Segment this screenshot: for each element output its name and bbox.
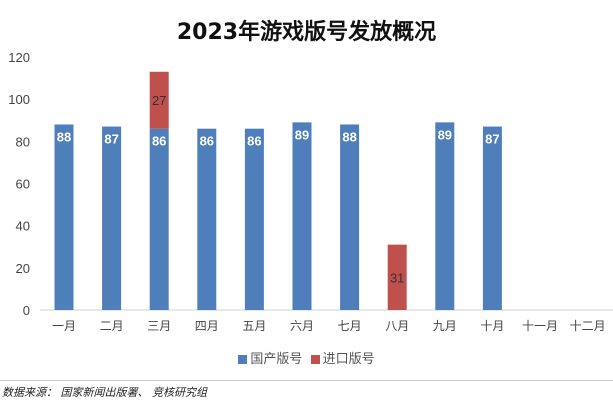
bar-domestic <box>149 128 169 310</box>
legend: 国产版号 进口版号 <box>0 348 613 367</box>
y-tick-label: 120 <box>8 50 30 65</box>
x-tick-label: 一月 <box>52 319 76 333</box>
y-tick-label: 80 <box>16 134 30 149</box>
data-label: 89 <box>295 127 309 142</box>
chart-title: 2023年游戏版号发放概况 <box>176 20 437 45</box>
x-tick-label: 六月 <box>290 319 314 333</box>
bar-chart: 0 20 40 60 80 100 120 一月 二月 三月 四月 五月 六月 七月 八月 九月 十月 十一月 十二… <box>8 50 613 333</box>
bar-domestic <box>54 124 74 310</box>
bar-domestic <box>435 122 455 310</box>
bar-import <box>149 71 169 129</box>
bar-domestic <box>197 128 217 310</box>
divider <box>0 380 613 381</box>
y-tick-label: 20 <box>16 261 30 276</box>
x-tick-label: 十月 <box>480 319 504 333</box>
legend-label-domestic: 国产版号 <box>250 352 303 367</box>
x-tick-label: 五月 <box>242 319 266 333</box>
bar-domestic <box>482 126 502 310</box>
data-label: 86 <box>152 134 166 149</box>
data-label: 87 <box>104 132 118 147</box>
y-tick-label: 0 <box>23 303 30 318</box>
data-label: 27 <box>152 93 166 108</box>
x-tick-label: 三月 <box>147 319 171 333</box>
legend-swatch-import <box>310 355 320 364</box>
data-label: 88 <box>342 129 356 144</box>
x-tick-label: 四月 <box>195 319 219 333</box>
data-label: 89 <box>438 127 452 142</box>
y-tick-label: 60 <box>16 177 30 192</box>
y-tick-label: 40 <box>16 219 30 234</box>
legend-item-import: 进口版号 <box>310 352 375 367</box>
x-tick-label: 十一月 <box>522 319 558 333</box>
data-label: 87 <box>485 132 499 147</box>
bar-domestic <box>292 122 312 310</box>
x-tick-label: 十二月 <box>570 319 606 333</box>
bar-domestic <box>102 126 122 310</box>
x-tick-label: 七月 <box>338 319 362 333</box>
legend-label-import: 进口版号 <box>322 352 375 367</box>
legend-item-domestic: 国产版号 <box>238 352 302 367</box>
x-tick-label: 九月 <box>433 319 457 333</box>
x-tick-label: 二月 <box>100 319 124 333</box>
source-note: 数据来源： 国家新闻出版署、 竞核研究组 <box>2 386 207 399</box>
data-label: 88 <box>57 129 71 144</box>
legend-swatch-domestic <box>238 355 248 364</box>
y-tick-label: 100 <box>8 92 30 107</box>
data-label: 31 <box>390 270 404 285</box>
x-tick-label: 八月 <box>385 319 409 333</box>
bar-domestic <box>244 128 264 310</box>
bar-import <box>387 244 407 310</box>
data-label: 86 <box>200 134 214 149</box>
data-label: 86 <box>247 134 261 149</box>
bar-domestic <box>340 124 360 310</box>
